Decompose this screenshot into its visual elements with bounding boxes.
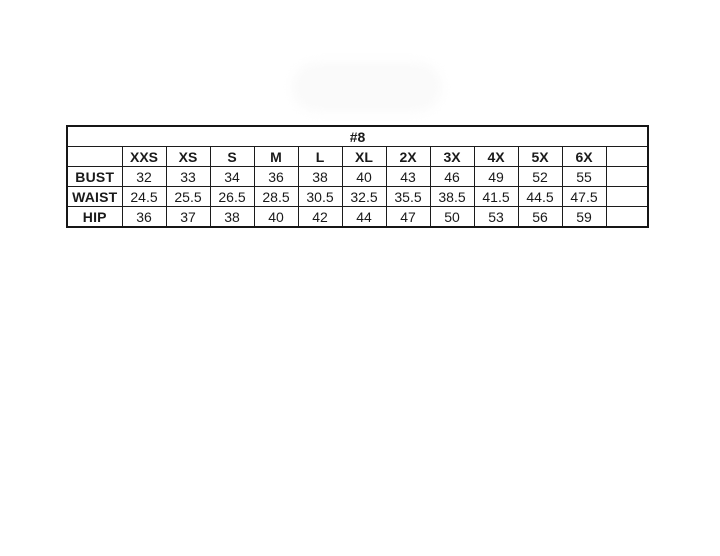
bust-m: 36 — [253, 166, 299, 187]
waist-xl: 32.5 — [341, 186, 387, 207]
waist-xxs: 24.5 — [121, 186, 167, 207]
size-header-5x: 5X — [517, 146, 563, 167]
waist-l: 30.5 — [297, 186, 343, 207]
size-header-xs: XS — [165, 146, 211, 167]
table-row-waist: WAIST 24.5 25.5 26.5 28.5 30.5 32.5 35.5… — [66, 186, 649, 207]
trailing-empty-cell — [605, 166, 649, 187]
waist-6x: 47.5 — [561, 186, 607, 207]
bust-xs: 33 — [165, 166, 211, 187]
hip-4x: 53 — [473, 206, 519, 228]
row-label-bust: BUST — [66, 166, 123, 187]
bust-4x: 49 — [473, 166, 519, 187]
size-header-4x: 4X — [473, 146, 519, 167]
size-header-m: M — [253, 146, 299, 167]
faint-watermark-blob — [292, 62, 442, 112]
size-header-xxs: XXS — [121, 146, 167, 167]
bust-xxs: 32 — [121, 166, 167, 187]
waist-4x: 41.5 — [473, 186, 519, 207]
table-title-row: #8 — [66, 125, 649, 147]
waist-5x: 44.5 — [517, 186, 563, 207]
waist-xs: 25.5 — [165, 186, 211, 207]
size-header-3x: 3X — [429, 146, 475, 167]
bust-2x: 43 — [385, 166, 431, 187]
hip-m: 40 — [253, 206, 299, 228]
bust-l: 38 — [297, 166, 343, 187]
hip-xs: 37 — [165, 206, 211, 228]
style-number: #8 — [66, 125, 649, 147]
bust-xl: 40 — [341, 166, 387, 187]
size-chart-table: #8 XXS XS S M L XL 2X 3X 4X 5X 6X BUST 3… — [66, 125, 649, 228]
waist-m: 28.5 — [253, 186, 299, 207]
bust-s: 34 — [209, 166, 255, 187]
waist-s: 26.5 — [209, 186, 255, 207]
table-header-row: XXS XS S M L XL 2X 3X 4X 5X 6X — [66, 146, 649, 167]
trailing-empty-cell — [605, 146, 649, 167]
hip-3x: 50 — [429, 206, 475, 228]
trailing-empty-cell — [605, 186, 649, 207]
bust-5x: 52 — [517, 166, 563, 187]
table-row-hip: HIP 36 37 38 40 42 44 47 50 53 56 59 — [66, 206, 649, 228]
row-label-waist: WAIST — [66, 186, 123, 207]
bust-3x: 46 — [429, 166, 475, 187]
waist-3x: 38.5 — [429, 186, 475, 207]
table-row-bust: BUST 32 33 34 36 38 40 43 46 49 52 55 — [66, 166, 649, 187]
size-header-6x: 6X — [561, 146, 607, 167]
hip-5x: 56 — [517, 206, 563, 228]
size-header-l: L — [297, 146, 343, 167]
hip-s: 38 — [209, 206, 255, 228]
size-header-2x: 2X — [385, 146, 431, 167]
row-label-hip: HIP — [66, 206, 123, 228]
trailing-empty-cell — [605, 206, 649, 228]
waist-2x: 35.5 — [385, 186, 431, 207]
bust-6x: 55 — [561, 166, 607, 187]
hip-xxs: 36 — [121, 206, 167, 228]
header-corner-cell — [66, 146, 123, 167]
hip-l: 42 — [297, 206, 343, 228]
hip-xl: 44 — [341, 206, 387, 228]
size-header-s: S — [209, 146, 255, 167]
hip-6x: 59 — [561, 206, 607, 228]
size-header-xl: XL — [341, 146, 387, 167]
hip-2x: 47 — [385, 206, 431, 228]
